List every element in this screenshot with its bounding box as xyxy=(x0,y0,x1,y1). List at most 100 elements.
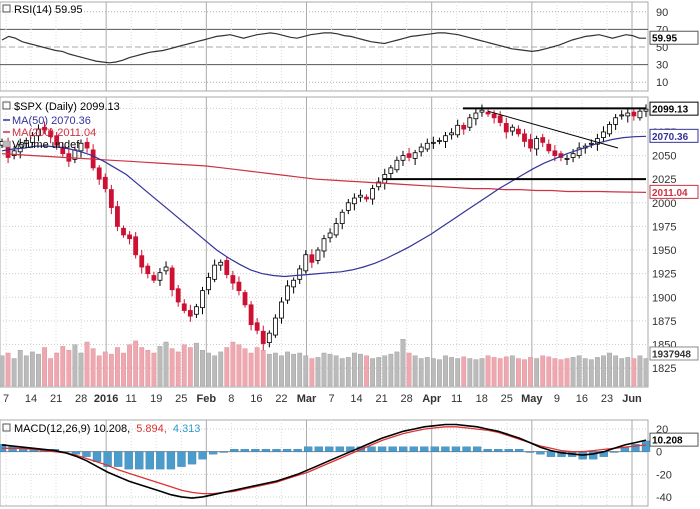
volume-bar xyxy=(430,358,436,387)
macd-hist-bar xyxy=(589,451,598,460)
macd-hist-bar xyxy=(641,440,651,452)
candle-body xyxy=(388,167,394,174)
candle-body xyxy=(564,158,570,160)
x-tick-label: 14 xyxy=(350,393,362,405)
candle-body xyxy=(169,267,175,291)
volume-bar xyxy=(479,358,485,387)
macd-hist-bar xyxy=(451,446,461,452)
macd-tick-label: -40 xyxy=(656,492,672,504)
x-tick-label: 2016 xyxy=(94,393,118,405)
macd-last-tag-box xyxy=(649,432,699,447)
x-tick-label: 14 xyxy=(25,393,37,405)
volume-bar xyxy=(121,352,126,387)
ma200-label: MA(200) 2011.04 xyxy=(12,127,96,139)
volume-bar xyxy=(151,352,157,387)
x-tick-label: 21 xyxy=(50,393,62,405)
x-tick-label: Jun xyxy=(622,393,642,405)
macd-hist-bar xyxy=(472,446,482,452)
rsi-grid xyxy=(0,11,648,83)
volume-bar xyxy=(528,357,533,387)
volume-bar xyxy=(60,346,66,387)
value-tags: 59.95 2099.13 2070.36 2011.04 1937948 10.208 xyxy=(649,30,699,447)
x-axis: 7 14 21 28 2016 11 19 25 Feb 8 16 22 Mar 7 14 21 28 Apr 11… xyxy=(3,393,642,405)
candle-body xyxy=(358,194,363,198)
candle-body xyxy=(412,152,418,159)
candle-body xyxy=(285,285,290,301)
macd-hist-bar xyxy=(145,451,154,470)
candle-body xyxy=(576,147,582,156)
x-tick-label: 25 xyxy=(501,393,513,405)
volume-bar xyxy=(206,352,211,387)
volume-bar xyxy=(443,355,448,387)
volume-bar xyxy=(212,355,218,387)
macd-hist-bar xyxy=(441,446,450,452)
x-tick-label: 21 xyxy=(375,393,387,405)
volume-bar xyxy=(333,355,339,387)
candle-body xyxy=(540,137,546,143)
volume-bar xyxy=(370,358,376,387)
volume-bar xyxy=(309,358,315,387)
candle-body xyxy=(121,227,126,236)
volume-bar xyxy=(364,355,369,387)
volume-bar xyxy=(315,357,321,387)
candle-body xyxy=(78,142,84,152)
macd-last-tag: 10.208 xyxy=(652,436,683,447)
volume-bar xyxy=(607,352,612,387)
candle-body xyxy=(613,117,619,125)
candle-body xyxy=(187,310,193,317)
price-tick-label: 1925 xyxy=(652,269,676,281)
candle-body xyxy=(497,115,503,123)
candle-body xyxy=(254,322,260,331)
volume-bar xyxy=(564,358,570,387)
volume-bar xyxy=(230,341,236,387)
rsi-line xyxy=(1,32,646,64)
macd-hist-bar xyxy=(367,446,376,452)
volume-bar xyxy=(48,358,54,387)
volume-tag: 1937948 xyxy=(652,350,691,361)
candle-body xyxy=(485,111,491,115)
macd-hist-bar xyxy=(92,451,102,462)
volume-bar xyxy=(29,351,35,387)
macd-hist-bar xyxy=(610,451,619,453)
volume-bar xyxy=(279,355,284,387)
x-tick-label: 16 xyxy=(576,393,588,405)
volume-bar xyxy=(339,358,345,387)
volume-bar xyxy=(96,355,102,387)
price-legend: $SPX (Daily) 2099.13 MA(50) 2070.36 MA(2… xyxy=(2,101,120,151)
macd-hist-bar xyxy=(462,446,471,452)
candle-body xyxy=(272,317,278,336)
volume-bar xyxy=(394,351,400,387)
rsi-tick-label: 10 xyxy=(656,77,668,89)
ma50-label: MA(50) 2070.36 xyxy=(12,115,91,127)
macd-hist-bar xyxy=(304,446,313,452)
candle-body xyxy=(467,117,473,128)
candle-body xyxy=(181,303,187,311)
volume-bar xyxy=(242,348,248,387)
volume-bar xyxy=(139,347,145,387)
volume-bar xyxy=(497,358,503,387)
volume-bar xyxy=(108,353,114,387)
candle-body xyxy=(42,126,47,131)
candle-body xyxy=(115,206,120,227)
ma200-tag: 2011.04 xyxy=(652,188,688,199)
volume-bar xyxy=(388,353,394,387)
candle-body xyxy=(242,292,248,306)
volume-bar xyxy=(534,358,540,387)
macd-hist-bar xyxy=(177,451,186,467)
volume-bar xyxy=(145,350,151,387)
candle-body xyxy=(473,112,479,120)
candle-body xyxy=(449,132,454,136)
ma50-tag: 2070.36 xyxy=(652,132,689,143)
rsi-legend: RSI(14) 59.95 xyxy=(2,4,82,16)
candle-body xyxy=(516,128,521,135)
candle-body xyxy=(370,188,376,200)
macd-hist-bar xyxy=(208,451,218,455)
volume-bar xyxy=(503,356,509,387)
trend-line xyxy=(487,110,619,149)
macd-hist-bar xyxy=(71,451,81,455)
candle-body xyxy=(291,279,297,288)
macd-hist-bar xyxy=(103,451,112,467)
candle-body xyxy=(321,238,327,252)
candle-body xyxy=(406,153,412,158)
macd-hist-bar xyxy=(631,444,640,452)
